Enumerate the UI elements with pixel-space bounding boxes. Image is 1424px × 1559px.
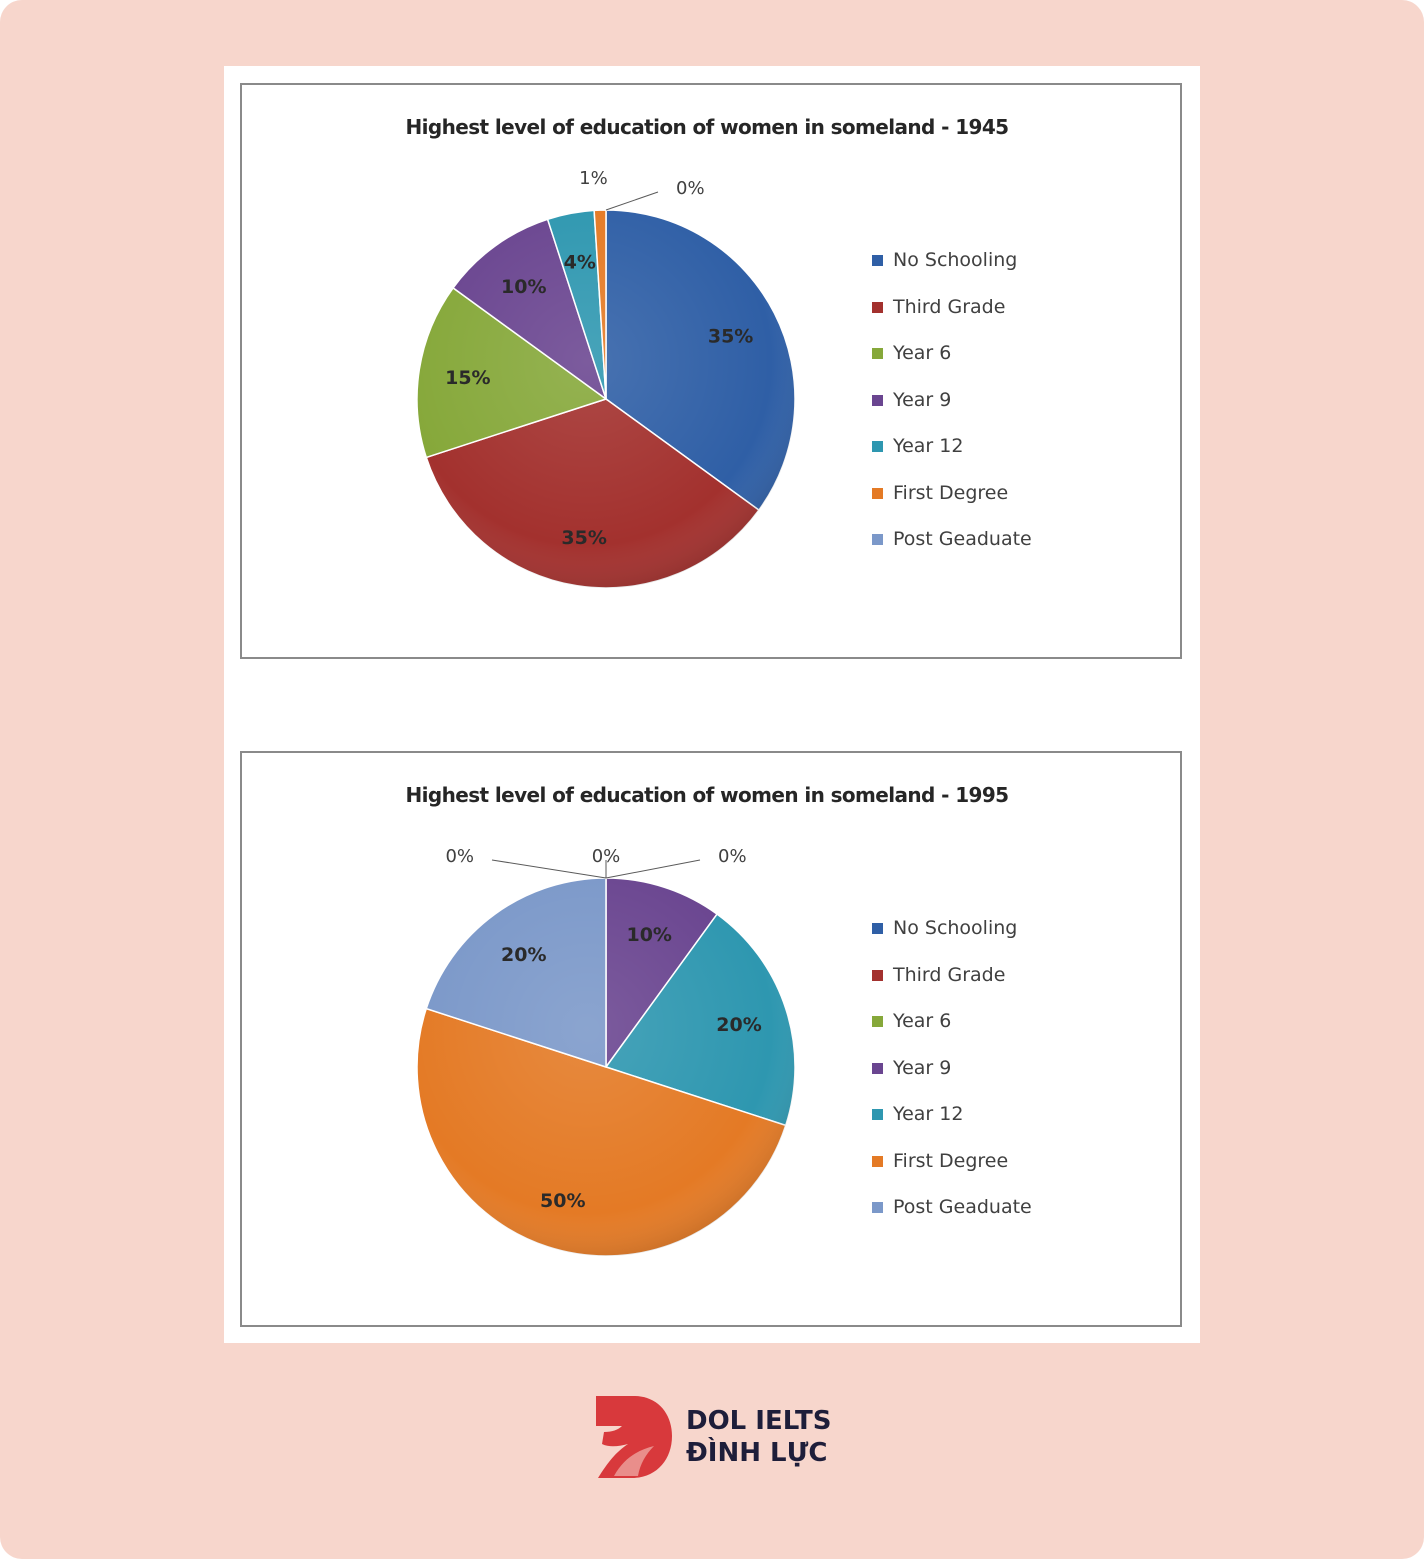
- legend-item-year-12: Year 12: [872, 435, 1032, 482]
- legend-swatch: [872, 1155, 883, 1167]
- legend-label: Year 9: [893, 1056, 952, 1079]
- legend-item-post-geaduate: Post Geaduate: [872, 528, 1032, 575]
- legend-item-no-schooling: No Schooling: [872, 917, 1032, 964]
- data-label: 0%: [445, 846, 474, 867]
- pie-chart-svg: 10% 20% 50% 20% 0% 0% 0%: [416, 846, 796, 1257]
- data-label: 35%: [561, 527, 606, 549]
- legend-swatch: [872, 487, 883, 499]
- legend-label: No Schooling: [893, 917, 1018, 939]
- data-label: 1%: [579, 168, 608, 189]
- legend-label: Third Grade: [893, 963, 1006, 986]
- legend-swatch: [872, 348, 883, 359]
- legend-swatch: [872, 1016, 883, 1027]
- data-label: 50%: [540, 1190, 585, 1212]
- legend-swatch: [872, 441, 883, 452]
- data-label: 0%: [676, 178, 705, 199]
- chart-title: Highest level of education of women in s…: [405, 115, 1010, 139]
- legend-label: Post Geaduate: [893, 528, 1032, 550]
- legend-label: Third Grade: [893, 295, 1006, 318]
- chart-legend: No Schooling Third Grade Year 6 Year 9 Year …: [872, 917, 1032, 1243]
- legend-label: Post Geaduate: [893, 1196, 1032, 1218]
- legend-item-year-6: Year 6: [872, 342, 1032, 389]
- legend-label: First Degree: [893, 481, 1009, 504]
- data-label: 20%: [716, 1014, 761, 1036]
- label-leader-line: [605, 859, 701, 879]
- legend-label: Year 6: [893, 342, 952, 364]
- legend-swatch: [872, 255, 883, 266]
- legend-label: Year 6: [893, 1010, 952, 1032]
- brand-name-line2: ĐÌNH LỰC: [686, 1438, 828, 1468]
- brand-name-line1: DOL IELTS: [686, 1406, 832, 1436]
- legend-swatch: [872, 1109, 883, 1120]
- legend-item-year-9: Year 9: [872, 1057, 1032, 1104]
- pie-chart-1945: Highest level of education of women in s…: [240, 83, 1182, 659]
- legend-item-third-grade: Third Grade: [872, 964, 1032, 1011]
- legend-swatch: [872, 301, 883, 313]
- data-label: 20%: [501, 944, 546, 966]
- legend-swatch: [872, 923, 883, 934]
- legend-item-post-geaduate: Post Geaduate: [872, 1196, 1032, 1243]
- legend-item-third-grade: Third Grade: [872, 296, 1032, 343]
- legend-item-year-12: Year 12: [872, 1103, 1032, 1150]
- chart-title: Highest level of education of women in s…: [405, 783, 1010, 807]
- data-label: 0%: [718, 846, 747, 867]
- legend-item-first-degree: First Degree: [872, 482, 1032, 529]
- chart-legend: No Schooling Third Grade Year 6 Year 9 Year …: [872, 249, 1032, 575]
- data-label: 15%: [445, 367, 490, 389]
- legend-swatch: [872, 969, 883, 981]
- dol-logo-icon: [596, 1396, 672, 1478]
- legend-swatch: [872, 394, 883, 406]
- label-leader-line: [605, 191, 659, 211]
- legend-item-year-9: Year 9: [872, 389, 1032, 436]
- pie-shading: [417, 210, 795, 588]
- legend-item-no-schooling: No Schooling: [872, 249, 1032, 296]
- legend-item-first-degree: First Degree: [872, 1150, 1032, 1197]
- data-label: 35%: [708, 326, 753, 348]
- pie-chart-1995: Highest level of education of women in s…: [240, 751, 1182, 1327]
- label-leader-line: [491, 859, 607, 879]
- legend-label: First Degree: [893, 1149, 1009, 1172]
- data-label: 4%: [564, 252, 596, 274]
- legend-label: Year 12: [893, 1103, 964, 1125]
- legend-item-year-6: Year 6: [872, 1010, 1032, 1057]
- brand-logo[interactable]: DOL IELTS ĐÌNH LỰC: [594, 1392, 834, 1482]
- legend-label: Year 9: [893, 388, 952, 411]
- legend-label: No Schooling: [893, 249, 1018, 271]
- data-label: 10%: [626, 924, 671, 946]
- legend-label: Year 12: [893, 435, 964, 457]
- data-label: 10%: [501, 276, 546, 298]
- pie-shading: [417, 878, 795, 1256]
- data-label: 0%: [592, 846, 621, 867]
- pie-chart-svg: 35% 35% 15% 10% 4% 1% 0%: [416, 168, 796, 589]
- legend-swatch: [872, 534, 883, 545]
- legend-swatch: [872, 1062, 883, 1074]
- legend-swatch: [872, 1202, 883, 1213]
